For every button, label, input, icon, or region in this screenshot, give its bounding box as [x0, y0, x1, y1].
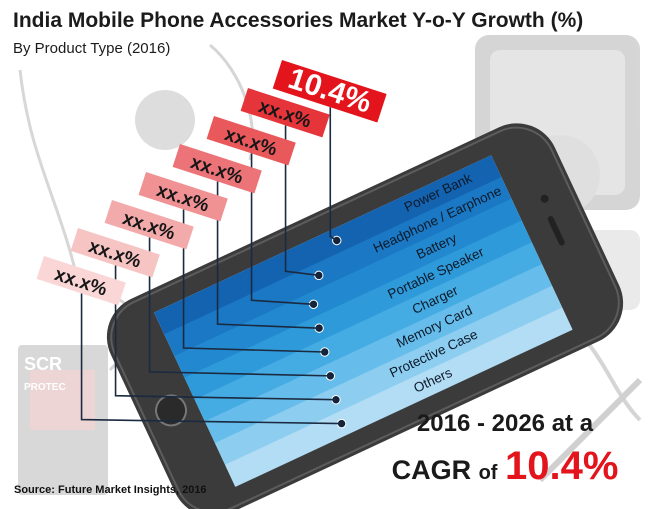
value-tag-background: [272, 60, 387, 123]
screen-stripe-2: [164, 176, 512, 357]
cagr-of-text: of: [478, 462, 498, 484]
screen-protector-pack-image: [18, 345, 108, 495]
cagr-callout: 2016 - 2026 at a CAGR of 10.4%: [372, 410, 638, 487]
value-tag-background: [206, 116, 296, 166]
camera-icon: [540, 194, 549, 203]
connector-line: [329, 107, 338, 242]
chart-subtitle: By Product Type (2016): [13, 40, 171, 57]
screen-stripe-7: [214, 285, 563, 466]
value-tag-background: [138, 172, 228, 222]
svg-text:SCR: SCR: [24, 354, 62, 374]
cagr-label: CAGR: [391, 455, 472, 485]
chart-title: India Mobile Phone Accessories Market Y-…: [13, 9, 584, 32]
connector-line: [80, 293, 342, 425]
connector-line: [284, 125, 319, 277]
value-tag-background: [36, 256, 126, 306]
svg-text:PROTEC: PROTEC: [24, 382, 66, 393]
connector-line: [148, 237, 331, 377]
connector-line: [182, 209, 325, 353]
value-tag-background: [172, 144, 262, 194]
connector-line: [216, 181, 320, 329]
cable-image: [18, 69, 82, 291]
connector-line: [114, 265, 336, 401]
screen-stripe-1: [154, 155, 502, 335]
value-tag-background: [104, 200, 194, 250]
connector-line: [250, 153, 314, 306]
value-tag-background: [70, 228, 160, 278]
cagr-line: CAGR of 10.4%: [372, 446, 638, 486]
speaker-grille-icon: [547, 216, 565, 246]
screen-stripe-3: [174, 198, 522, 379]
screen-stripe-4: [184, 220, 532, 400]
value-tag-background: [240, 88, 330, 138]
screen-stripe-5: [194, 242, 543, 422]
source-note: Source: Future Market Insights, 2016: [14, 484, 207, 496]
cagr-value: 10.4%: [505, 444, 619, 488]
screen-stripe-8: [225, 307, 573, 487]
cagr-period-text: 2016 - 2026 at a: [416, 410, 594, 437]
